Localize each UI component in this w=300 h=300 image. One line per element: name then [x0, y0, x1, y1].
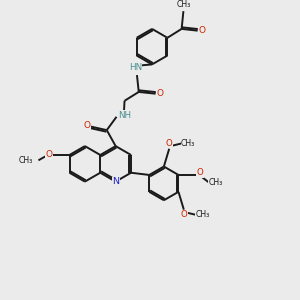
Text: CH₃: CH₃ — [176, 0, 190, 9]
Text: O: O — [196, 168, 203, 177]
Text: O: O — [157, 89, 164, 98]
Text: O: O — [46, 151, 53, 160]
Text: O: O — [166, 139, 172, 148]
Text: O: O — [199, 26, 206, 35]
Text: N: N — [112, 177, 119, 186]
Text: HN: HN — [129, 63, 142, 72]
Text: CH₃: CH₃ — [196, 210, 210, 219]
Text: CH₃: CH₃ — [19, 156, 33, 165]
Text: CH₃: CH₃ — [181, 139, 195, 148]
Text: O: O — [84, 121, 91, 130]
Text: O: O — [180, 210, 187, 219]
Text: CH₃: CH₃ — [208, 178, 223, 188]
Text: NH: NH — [118, 111, 131, 120]
